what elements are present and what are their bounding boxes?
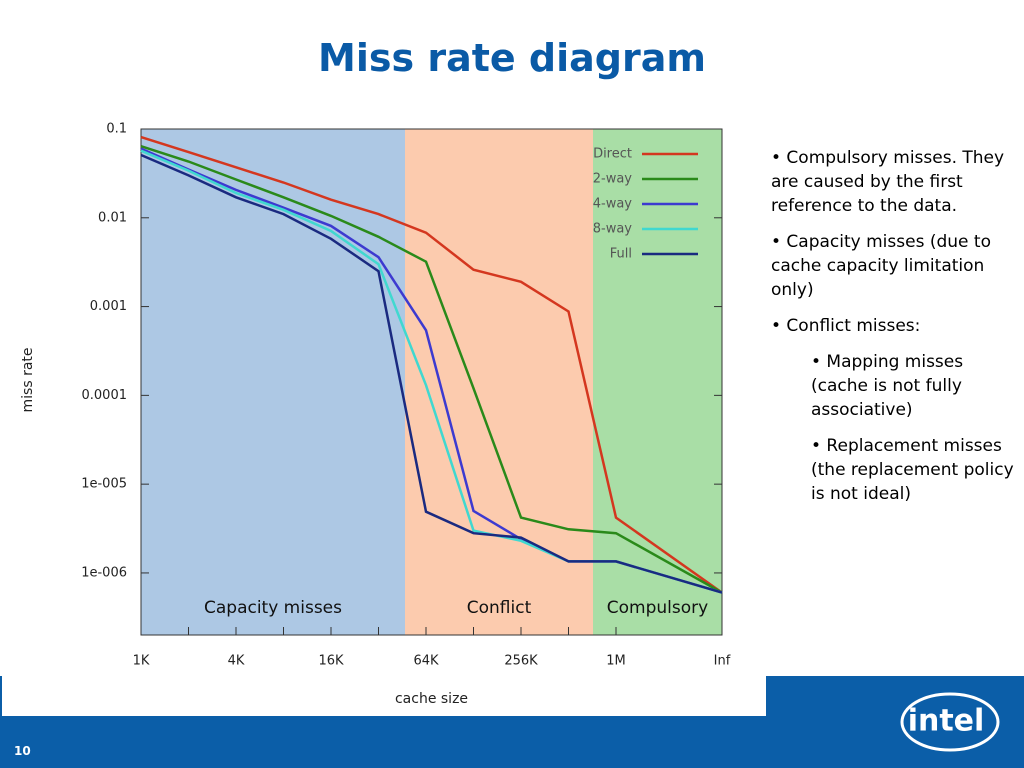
legend-label: 8-way bbox=[593, 222, 633, 237]
region bbox=[593, 129, 722, 635]
bullet: • Capacity misses (due to cache capacity… bbox=[771, 232, 991, 300]
y-tick-label: 0.01 bbox=[98, 210, 127, 225]
y-axis-label: miss rate bbox=[20, 347, 36, 412]
bullet: • Mapping misses (cache is not fully ass… bbox=[811, 352, 964, 420]
footer-white bbox=[2, 676, 766, 716]
x-tick-label: Inf bbox=[714, 654, 731, 669]
x-tick-label: 256K bbox=[504, 654, 538, 669]
x-tick-label: 4K bbox=[228, 654, 245, 669]
legend-label: 4-way bbox=[593, 197, 633, 212]
x-tick-label: 16K bbox=[318, 654, 344, 669]
region-label: Capacity misses bbox=[204, 598, 342, 618]
slide-title: Miss rate diagram bbox=[318, 36, 706, 80]
region bbox=[141, 129, 405, 635]
region-label: Conflict bbox=[467, 598, 532, 618]
bullet: • Replacement misses (the replacement po… bbox=[811, 436, 1014, 504]
y-tick-label: 0.0001 bbox=[82, 388, 128, 403]
logo-ring bbox=[900, 692, 1000, 752]
plot-frame bbox=[140, 128, 723, 636]
legend-label: Full bbox=[610, 247, 632, 262]
logo-text: intel bbox=[908, 704, 985, 739]
x-tick-label: 64K bbox=[413, 654, 439, 669]
bullet: • Compulsory misses. They are caused by … bbox=[771, 148, 1005, 216]
x-tick-label: 1M bbox=[606, 654, 626, 669]
y-tick-label: 1e-006 bbox=[81, 565, 127, 580]
bullet-list: • Compulsory misses. They are caused by … bbox=[771, 146, 1016, 518]
legend-label: 2-way bbox=[593, 172, 633, 187]
x-tick-label: 1K bbox=[133, 654, 150, 669]
y-tick-label: 1e-005 bbox=[81, 477, 127, 492]
series-line bbox=[140, 153, 723, 594]
x-axis-label: cache size bbox=[395, 691, 468, 707]
bullet: • Conflict misses: bbox=[771, 316, 921, 336]
page-number: 10 bbox=[14, 744, 31, 758]
region bbox=[405, 129, 593, 635]
region-label: Compulsory bbox=[607, 598, 708, 618]
legend-label: Direct bbox=[593, 147, 632, 162]
y-tick-label: 0.1 bbox=[106, 122, 127, 137]
series-line bbox=[140, 135, 723, 594]
y-tick-label: 0.001 bbox=[90, 299, 127, 314]
logo: intel bbox=[900, 692, 1000, 752]
series-line bbox=[140, 145, 723, 594]
